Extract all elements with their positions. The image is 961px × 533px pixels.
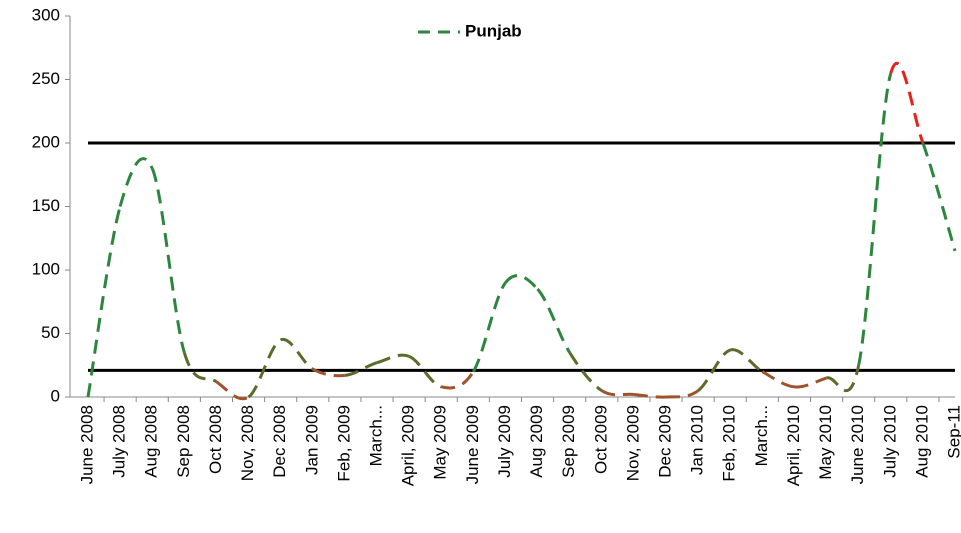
x-tick-label: Dec 2009 xyxy=(655,405,674,478)
x-tick-label: June 2008 xyxy=(77,405,96,484)
line-segment xyxy=(440,370,475,390)
line-segment xyxy=(633,392,667,399)
x-tick-label: Jan 2010 xyxy=(688,405,707,475)
y-tick-label: 100 xyxy=(32,259,60,278)
line-segment xyxy=(472,281,507,373)
x-tick-label: April, 2010 xyxy=(784,405,803,486)
x-tick-label: Aug 2008 xyxy=(142,405,161,478)
line-segment xyxy=(312,367,346,378)
y-tick-label: 0 xyxy=(51,386,60,405)
line-segment xyxy=(889,62,925,144)
y-tick-label: 50 xyxy=(41,323,60,342)
x-tick-label: Sep 2009 xyxy=(559,405,578,478)
line-segment xyxy=(761,370,795,389)
x-tick-label: Oct 2009 xyxy=(591,405,610,474)
line-segment xyxy=(280,338,314,371)
legend-label: Punjab xyxy=(465,21,522,40)
line-segment xyxy=(247,338,282,399)
line-segment xyxy=(536,288,571,354)
line-segment xyxy=(344,361,378,377)
x-tick-label: May 2009 xyxy=(431,405,450,480)
line-segment xyxy=(826,364,861,393)
x-tick-label: March... xyxy=(752,405,771,466)
x-tick-label: July 2008 xyxy=(110,405,129,478)
y-tick-label: 300 xyxy=(32,5,60,24)
line-segment xyxy=(504,274,539,291)
line-segment xyxy=(857,72,893,366)
x-tick-label: March... xyxy=(366,405,385,466)
x-tick-label: June 2010 xyxy=(848,405,867,484)
x-tick-label: July 2010 xyxy=(880,405,899,478)
x-tick-label: Feb, 2009 xyxy=(334,405,353,482)
line-segment xyxy=(729,348,764,373)
x-tick-label: Sep 2008 xyxy=(174,405,193,478)
x-tick-label: April, 2009 xyxy=(399,405,418,486)
x-tick-label: Nov, 2008 xyxy=(238,405,257,481)
x-tick-label: Nov, 2009 xyxy=(623,405,642,481)
line-segment xyxy=(215,380,250,401)
line-segment xyxy=(568,351,603,392)
x-tick-label: May 2010 xyxy=(816,405,835,480)
y-tick-label: 250 xyxy=(32,69,60,88)
line-segment xyxy=(182,352,218,384)
x-tick-label: Aug 2010 xyxy=(912,405,931,478)
line-segment xyxy=(794,376,828,389)
x-tick-label: Aug 2009 xyxy=(527,405,546,478)
line-segment xyxy=(665,389,699,399)
x-tick-label: Jan 2009 xyxy=(302,405,321,475)
line-segment xyxy=(118,157,154,207)
line-segment xyxy=(86,206,122,398)
line-segment xyxy=(150,167,186,353)
x-tick-label: July 2009 xyxy=(495,405,514,478)
x-tick-label: Sep-11 xyxy=(944,405,961,459)
line-segment xyxy=(600,389,635,397)
line-segment xyxy=(376,353,410,365)
x-tick-label: Feb, 2010 xyxy=(720,405,739,482)
x-tick-label: Dec 2008 xyxy=(270,405,289,478)
x-tick-label: June 2009 xyxy=(463,405,482,484)
line-segment xyxy=(697,348,731,392)
y-tick-label: 200 xyxy=(32,132,60,151)
line-segment xyxy=(408,354,442,389)
line-segment xyxy=(921,142,957,252)
y-tick-label: 150 xyxy=(32,196,60,215)
x-tick-label: Oct 2008 xyxy=(206,405,225,474)
